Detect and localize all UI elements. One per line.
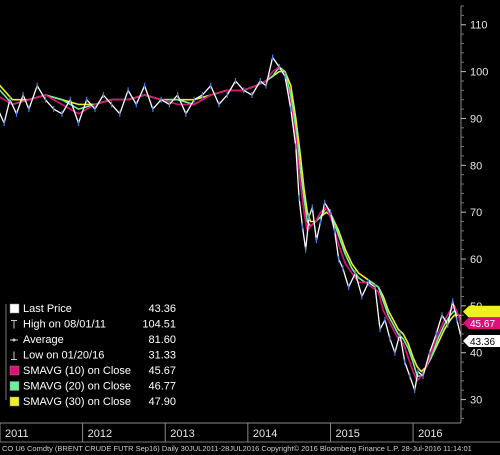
price-badge: 43.36 <box>463 334 500 348</box>
legend-value: 46.77 <box>148 381 176 393</box>
y-tick-label: 80 <box>470 160 482 172</box>
price-badge <box>463 305 500 318</box>
y-tick-label: 100 <box>470 67 488 79</box>
legend-row: Last Price 43.36 <box>9 303 176 315</box>
plot-area <box>0 6 462 424</box>
legend-swatch <box>9 396 20 407</box>
y-tick-label: 60 <box>470 254 482 266</box>
legend-label: Last Price <box>23 303 72 315</box>
legend-row: SMAVG (30) on Close 47.90 <box>9 396 176 408</box>
x-tick-label: 2011 <box>5 428 29 440</box>
y-tick-label: 40 <box>470 348 482 360</box>
legend-row: Average 81.60 <box>10 334 176 346</box>
x-tick-label: 2015 <box>335 428 359 440</box>
legend-label: SMAVG (10) on Close <box>23 365 131 377</box>
legend-swatch <box>9 303 20 314</box>
legend-row: SMAVG (10) on Close 45.67 <box>9 365 176 377</box>
x-tick-label: 2012 <box>88 428 112 440</box>
legend-swatch <box>9 365 20 376</box>
legend-label: SMAVG (20) on Close <box>23 381 131 393</box>
legend-label: High on 08/01/11 <box>23 319 106 331</box>
legend-value: 47.90 <box>148 396 176 408</box>
legend-label: Low on 01/20/16 <box>23 350 104 362</box>
legend-swatch <box>9 381 20 391</box>
legend-background <box>4 300 180 408</box>
legend-label: Average <box>23 334 64 346</box>
x-axis: 2011 2012 2013 2014 2015 2016 <box>0 423 500 443</box>
legend-average-dot <box>12 338 16 342</box>
series-lines <box>0 54 461 394</box>
price-badge-label: 43.36 <box>470 337 495 348</box>
legend-value: 43.36 <box>148 303 176 315</box>
y-tick-label: 110 <box>470 20 488 32</box>
price-badges: 45.67 43.36 <box>463 305 500 348</box>
price-badge-label: 45.67 <box>470 319 495 330</box>
price-badge-shape <box>463 305 500 318</box>
legend: Last Price 43.36 High on 08/01/11 104.51 Ave… <box>4 300 180 408</box>
legend-value: 104.51 <box>142 319 176 331</box>
y-tick-label: 70 <box>470 207 482 219</box>
legend-row: Low on 01/20/16 31.33 <box>11 350 176 362</box>
price-badge: 45.67 <box>463 317 500 330</box>
x-tick-label: 2014 <box>253 428 277 440</box>
x-tick-label: 2016 <box>418 428 442 440</box>
legend-row: High on 08/01/11 104.51 <box>11 319 176 331</box>
x-tick-label: 2013 <box>170 428 194 440</box>
legend-value: 81.60 <box>148 334 176 346</box>
legend-value: 31.33 <box>148 350 176 362</box>
chart-footer: CO U6 Comdty (BRENT CRUDE FUTR Sep16) Da… <box>2 444 472 453</box>
price-badge-shape <box>463 334 500 347</box>
y-tick-label: 90 <box>470 113 482 125</box>
series-line-smavg-10-on-close <box>0 66 461 382</box>
y-tick-label: 30 <box>470 395 482 407</box>
legend-value: 45.67 <box>148 365 176 377</box>
legend-row: SMAVG (20) on Close 46.77 <box>9 381 176 393</box>
legend-label: SMAVG (30) on Close <box>23 396 131 408</box>
price-badge-shape <box>463 317 500 330</box>
